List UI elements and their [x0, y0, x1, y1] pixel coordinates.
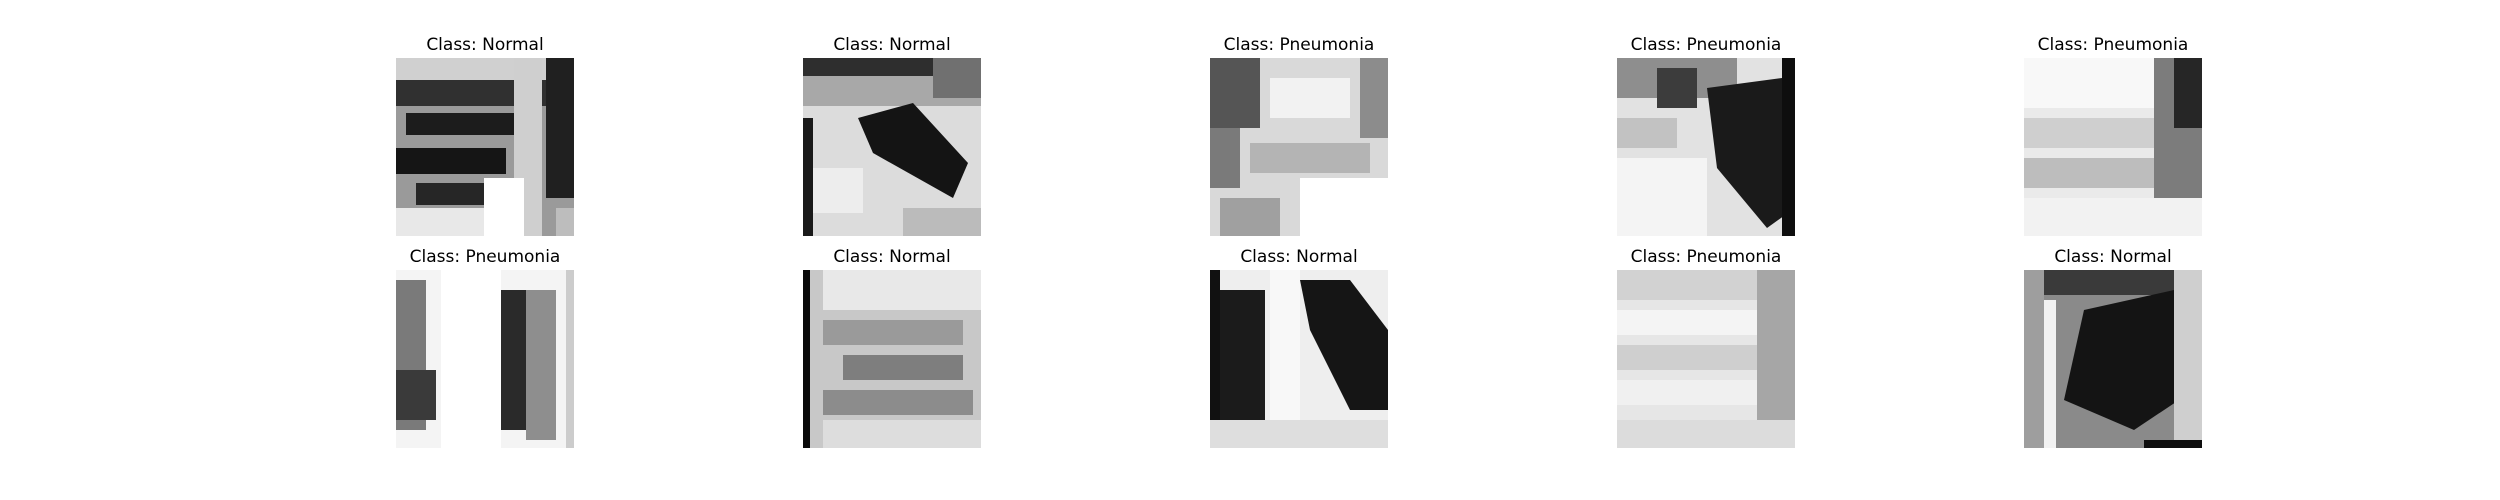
xray-image-7 — [803, 270, 981, 448]
xray-image-3-graphic — [1210, 58, 1388, 236]
sample-title-5: Class: Pneumonia — [2037, 35, 2189, 55]
xray-image-6 — [396, 270, 574, 448]
xray-image-10 — [2024, 270, 2202, 448]
sample-title-3: Class: Pneumonia — [1223, 35, 1375, 55]
xray-image-3 — [1210, 58, 1388, 236]
sample-title-7: Class: Normal — [833, 247, 951, 267]
xray-image-8 — [1210, 270, 1388, 448]
xray-image-4 — [1617, 58, 1795, 236]
sample-title-2: Class: Normal — [833, 35, 951, 55]
xray-image-6-graphic — [396, 270, 574, 448]
xray-image-5 — [2024, 58, 2202, 236]
xray-image-2-graphic — [803, 58, 981, 236]
xray-image-9 — [1617, 270, 1795, 448]
sample-title-9: Class: Pneumonia — [1630, 247, 1782, 267]
xray-image-10-graphic — [2024, 270, 2202, 448]
xray-image-1-graphic — [396, 58, 574, 236]
xray-image-8-graphic — [1210, 270, 1388, 448]
sample-title-6: Class: Pneumonia — [409, 247, 561, 267]
xray-image-2 — [803, 58, 981, 236]
sample-title-1: Class: Normal — [426, 35, 544, 55]
sample-title-10: Class: Normal — [2054, 247, 2172, 267]
xray-image-5-graphic — [2024, 58, 2202, 236]
xray-image-7-graphic — [803, 270, 981, 448]
xray-image-4-graphic — [1617, 58, 1795, 236]
sample-title-4: Class: Pneumonia — [1630, 35, 1782, 55]
sample-title-8: Class: Normal — [1240, 247, 1358, 267]
xray-image-9-graphic — [1617, 270, 1795, 448]
xray-image-1 — [396, 58, 574, 236]
